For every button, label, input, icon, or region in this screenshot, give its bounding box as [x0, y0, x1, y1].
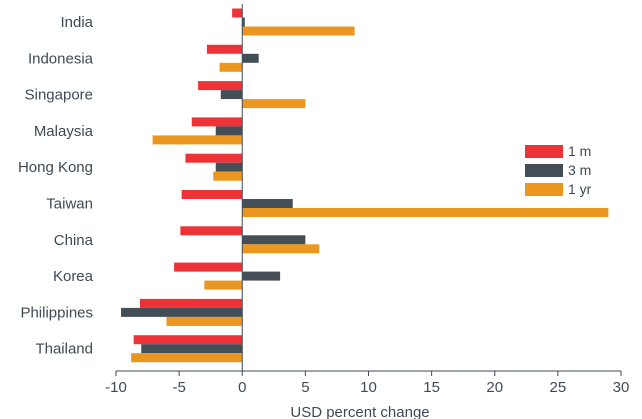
x-tick-label: 20 — [486, 379, 503, 396]
bar — [215, 162, 243, 172]
bar — [191, 117, 243, 127]
bar — [242, 17, 245, 27]
category-label: Hong Kong — [18, 159, 93, 176]
legend-label: 3 m — [568, 162, 591, 178]
bar — [121, 307, 243, 317]
legend-swatch — [525, 164, 563, 177]
x-tick-label: 5 — [301, 379, 309, 396]
bar — [206, 44, 243, 54]
x-tick-label: 30 — [613, 379, 630, 396]
bar — [242, 53, 259, 63]
bar — [204, 280, 243, 290]
legend: 1 m 3 m 1 yr — [525, 143, 592, 197]
category-label: Malaysia — [34, 123, 94, 140]
x-axis-title: USD percent change — [290, 404, 429, 419]
x-tick-label: -5 — [172, 379, 185, 396]
category-label: Singapore — [25, 87, 93, 104]
bar — [242, 271, 281, 281]
x-axis: -10 -5 0 5 10 15 20 25 30 — [105, 370, 630, 396]
x-tick-label: 25 — [550, 379, 567, 396]
bar — [198, 81, 243, 91]
legend-swatch — [525, 183, 563, 196]
bar — [220, 90, 243, 100]
x-tick-label: -10 — [105, 379, 127, 396]
bar — [219, 62, 243, 72]
bar — [166, 316, 243, 326]
x-tick-label: 0 — [238, 379, 246, 396]
bar — [213, 171, 243, 181]
category-label: India — [60, 14, 93, 31]
bar — [242, 99, 306, 109]
category-label: Philippines — [20, 304, 93, 321]
bars-group — [121, 8, 609, 363]
legend-label: 1 yr — [568, 181, 592, 197]
x-tick-label: 10 — [360, 379, 377, 396]
bar — [242, 208, 609, 217]
bar — [232, 8, 243, 18]
category-label: Thailand — [35, 341, 93, 358]
category-labels: India Indonesia Singapore Malaysia Hong Kong… — [18, 14, 94, 358]
legend-swatch — [525, 145, 563, 158]
legend-label: 1 m — [568, 143, 591, 159]
bar — [131, 353, 243, 363]
bar — [242, 199, 293, 208]
bar — [215, 126, 243, 136]
bar — [242, 235, 306, 245]
bar — [139, 298, 243, 308]
category-label: Korea — [53, 268, 94, 285]
bar — [180, 226, 243, 236]
bar — [181, 190, 243, 199]
bar — [242, 26, 355, 36]
bar — [133, 335, 243, 345]
category-label: China — [54, 232, 94, 249]
bar — [174, 262, 243, 272]
bar — [152, 135, 243, 145]
bar — [185, 153, 243, 163]
category-label: Taiwan — [46, 196, 93, 213]
bar — [141, 344, 243, 354]
category-label: Indonesia — [28, 50, 94, 67]
x-tick-label: 15 — [423, 379, 440, 396]
bar — [242, 244, 320, 254]
